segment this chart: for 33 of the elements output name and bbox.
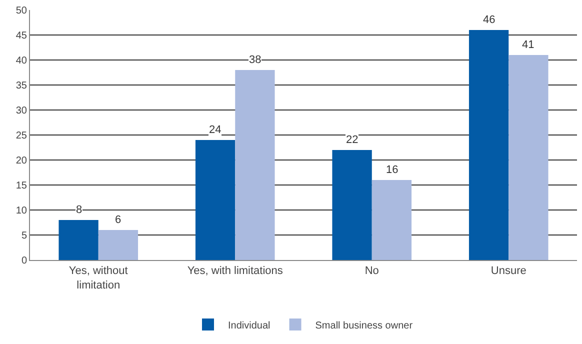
data-label: 38 [249,54,262,66]
bar [98,230,138,260]
data-label: 16 [386,164,398,176]
data-label: 6 [115,214,122,226]
bar [468,30,509,260]
data-label: 41 [522,39,534,51]
y-tick-label: 25 [16,130,28,142]
x-tick-label: No [364,265,379,278]
data-label: 24 [209,124,222,136]
y-tick-label: 40 [16,56,28,66]
data-label: 22 [346,134,358,146]
y-tick-label: 15 [16,180,28,192]
y-tick-label: 45 [16,30,28,42]
bar [235,70,275,260]
y-tick-label: 20 [16,156,28,166]
legend-label: Small business owner [315,320,414,332]
y-tick-label: 0 [21,256,28,266]
data-label: 8 [76,204,82,216]
x-tick-label: Unsure [490,265,526,278]
bar [332,150,372,260]
y-tick-label: 35 [16,80,28,92]
legend-label: Individual [228,320,270,332]
x-tick-label: Yes, with limitations [187,265,284,278]
y-tick-label: 10 [16,206,28,216]
bar [508,55,548,260]
bar [58,220,98,260]
data-label: 46 [483,14,496,26]
y-tick-label: 5 [21,230,28,242]
bar [372,180,412,260]
x-tick-label: Yes, without limitation [68,265,128,292]
y-tick-label: 30 [16,106,28,116]
y-tick-label: 50 [16,6,28,16]
bar [195,140,236,260]
